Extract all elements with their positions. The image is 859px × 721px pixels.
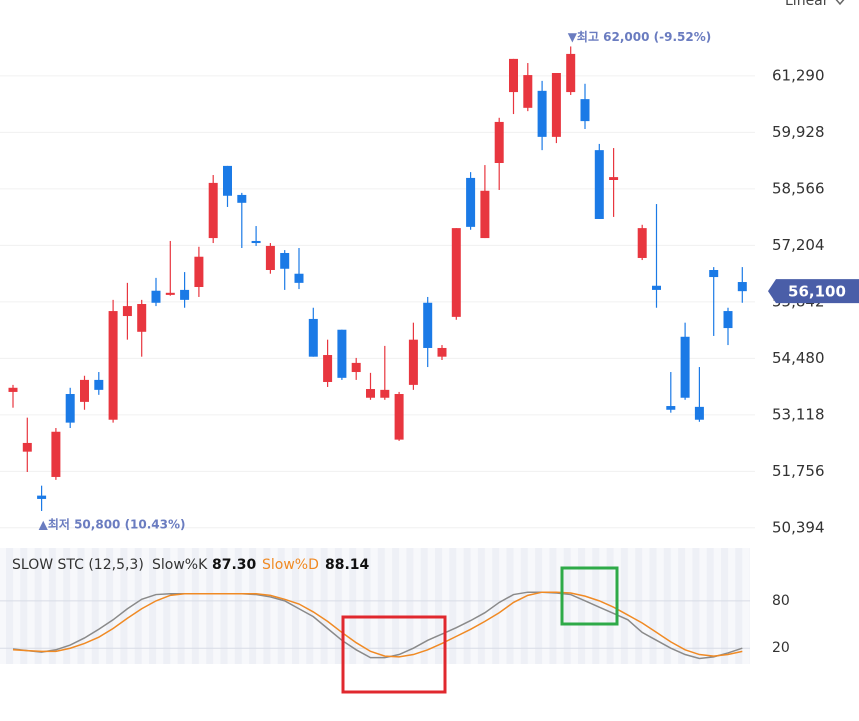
candle-body [337, 329, 347, 378]
candle-body [537, 90, 547, 137]
candle-body [308, 318, 318, 357]
candle-body [294, 273, 304, 283]
candle-body [709, 270, 719, 278]
highlight-boxes [341, 566, 619, 694]
y-tick-label: 54,480 [772, 349, 825, 367]
candle-body [380, 389, 390, 398]
candle-body [180, 289, 190, 300]
candle-body [737, 282, 747, 292]
price-tag [768, 279, 859, 304]
candle-body [137, 304, 147, 332]
candle-body [494, 121, 504, 163]
legend-label: Slow%D [262, 557, 319, 573]
candle-body [509, 58, 518, 93]
candle-body [122, 306, 132, 317]
y-tick-label: 58,566 [772, 179, 825, 197]
candle-body [723, 311, 733, 329]
y-tick-label: 51,756 [772, 462, 825, 480]
scale-label[interactable]: Linear [785, 0, 829, 9]
legend-label: Slow%K [152, 557, 208, 573]
candle-body [680, 336, 690, 398]
candle-body [551, 72, 561, 137]
red-box [341, 615, 447, 694]
candle-body [408, 339, 418, 385]
candle-body [652, 285, 661, 290]
candle-body [237, 194, 247, 203]
candle-body [8, 387, 18, 392]
candle-body [580, 99, 590, 122]
candle-body [108, 311, 118, 420]
candle-body [466, 177, 476, 227]
y-tick-label: 20 [772, 640, 790, 656]
y-tick-label: 57,204 [772, 236, 825, 254]
candle-body [437, 347, 447, 357]
candle-body [80, 379, 89, 402]
candle-body [394, 394, 404, 440]
candle-body [566, 53, 576, 93]
candle-body [280, 252, 290, 269]
candle-body [451, 228, 461, 317]
candle-body [223, 165, 232, 196]
y-tick-label: 80 [772, 593, 790, 609]
candle-body [366, 389, 375, 398]
extreme-annotation: ▲최저 50,800 (10.43%) [39, 516, 186, 531]
candle-body [265, 245, 275, 270]
candle-body [208, 182, 218, 239]
scale-chevron[interactable] [834, 0, 846, 6]
candle-body [594, 150, 604, 219]
green-box [560, 566, 619, 626]
indicator-panel [0, 548, 750, 664]
candle-body [51, 431, 61, 477]
candle-body [523, 75, 533, 108]
candle-body [609, 177, 619, 180]
candle-body [37, 495, 47, 499]
y-tick-label: 59,928 [772, 123, 825, 141]
indicator-line [12, 591, 743, 658]
indicator-title: SLOW STC (12,5,3) [12, 557, 144, 573]
y-tick-label: 50,394 [772, 518, 825, 536]
candle-body [323, 355, 333, 382]
candle-body [423, 302, 433, 348]
indicator-line [12, 591, 743, 660]
candle-body [65, 394, 75, 423]
candle-body [151, 290, 161, 303]
candle-body [194, 256, 204, 288]
y-tick-label: 61,290 [772, 66, 825, 84]
candle-body [637, 228, 647, 258]
legend-value: 87.30 [212, 557, 257, 573]
candle-body [251, 240, 261, 244]
candle-body [165, 292, 175, 295]
candle-body [694, 406, 704, 420]
candle-body [666, 406, 676, 410]
candle-body [351, 362, 361, 373]
candle-body [480, 190, 490, 239]
legend-value: 88.14 [325, 557, 370, 573]
price-tag-label: 56,100 [788, 283, 846, 301]
extreme-annotation: ▼최고 62,000 (-9.52%) [568, 29, 712, 44]
y-tick-label: 53,118 [772, 405, 825, 423]
candle-body [22, 442, 32, 452]
candle-body [94, 379, 104, 390]
